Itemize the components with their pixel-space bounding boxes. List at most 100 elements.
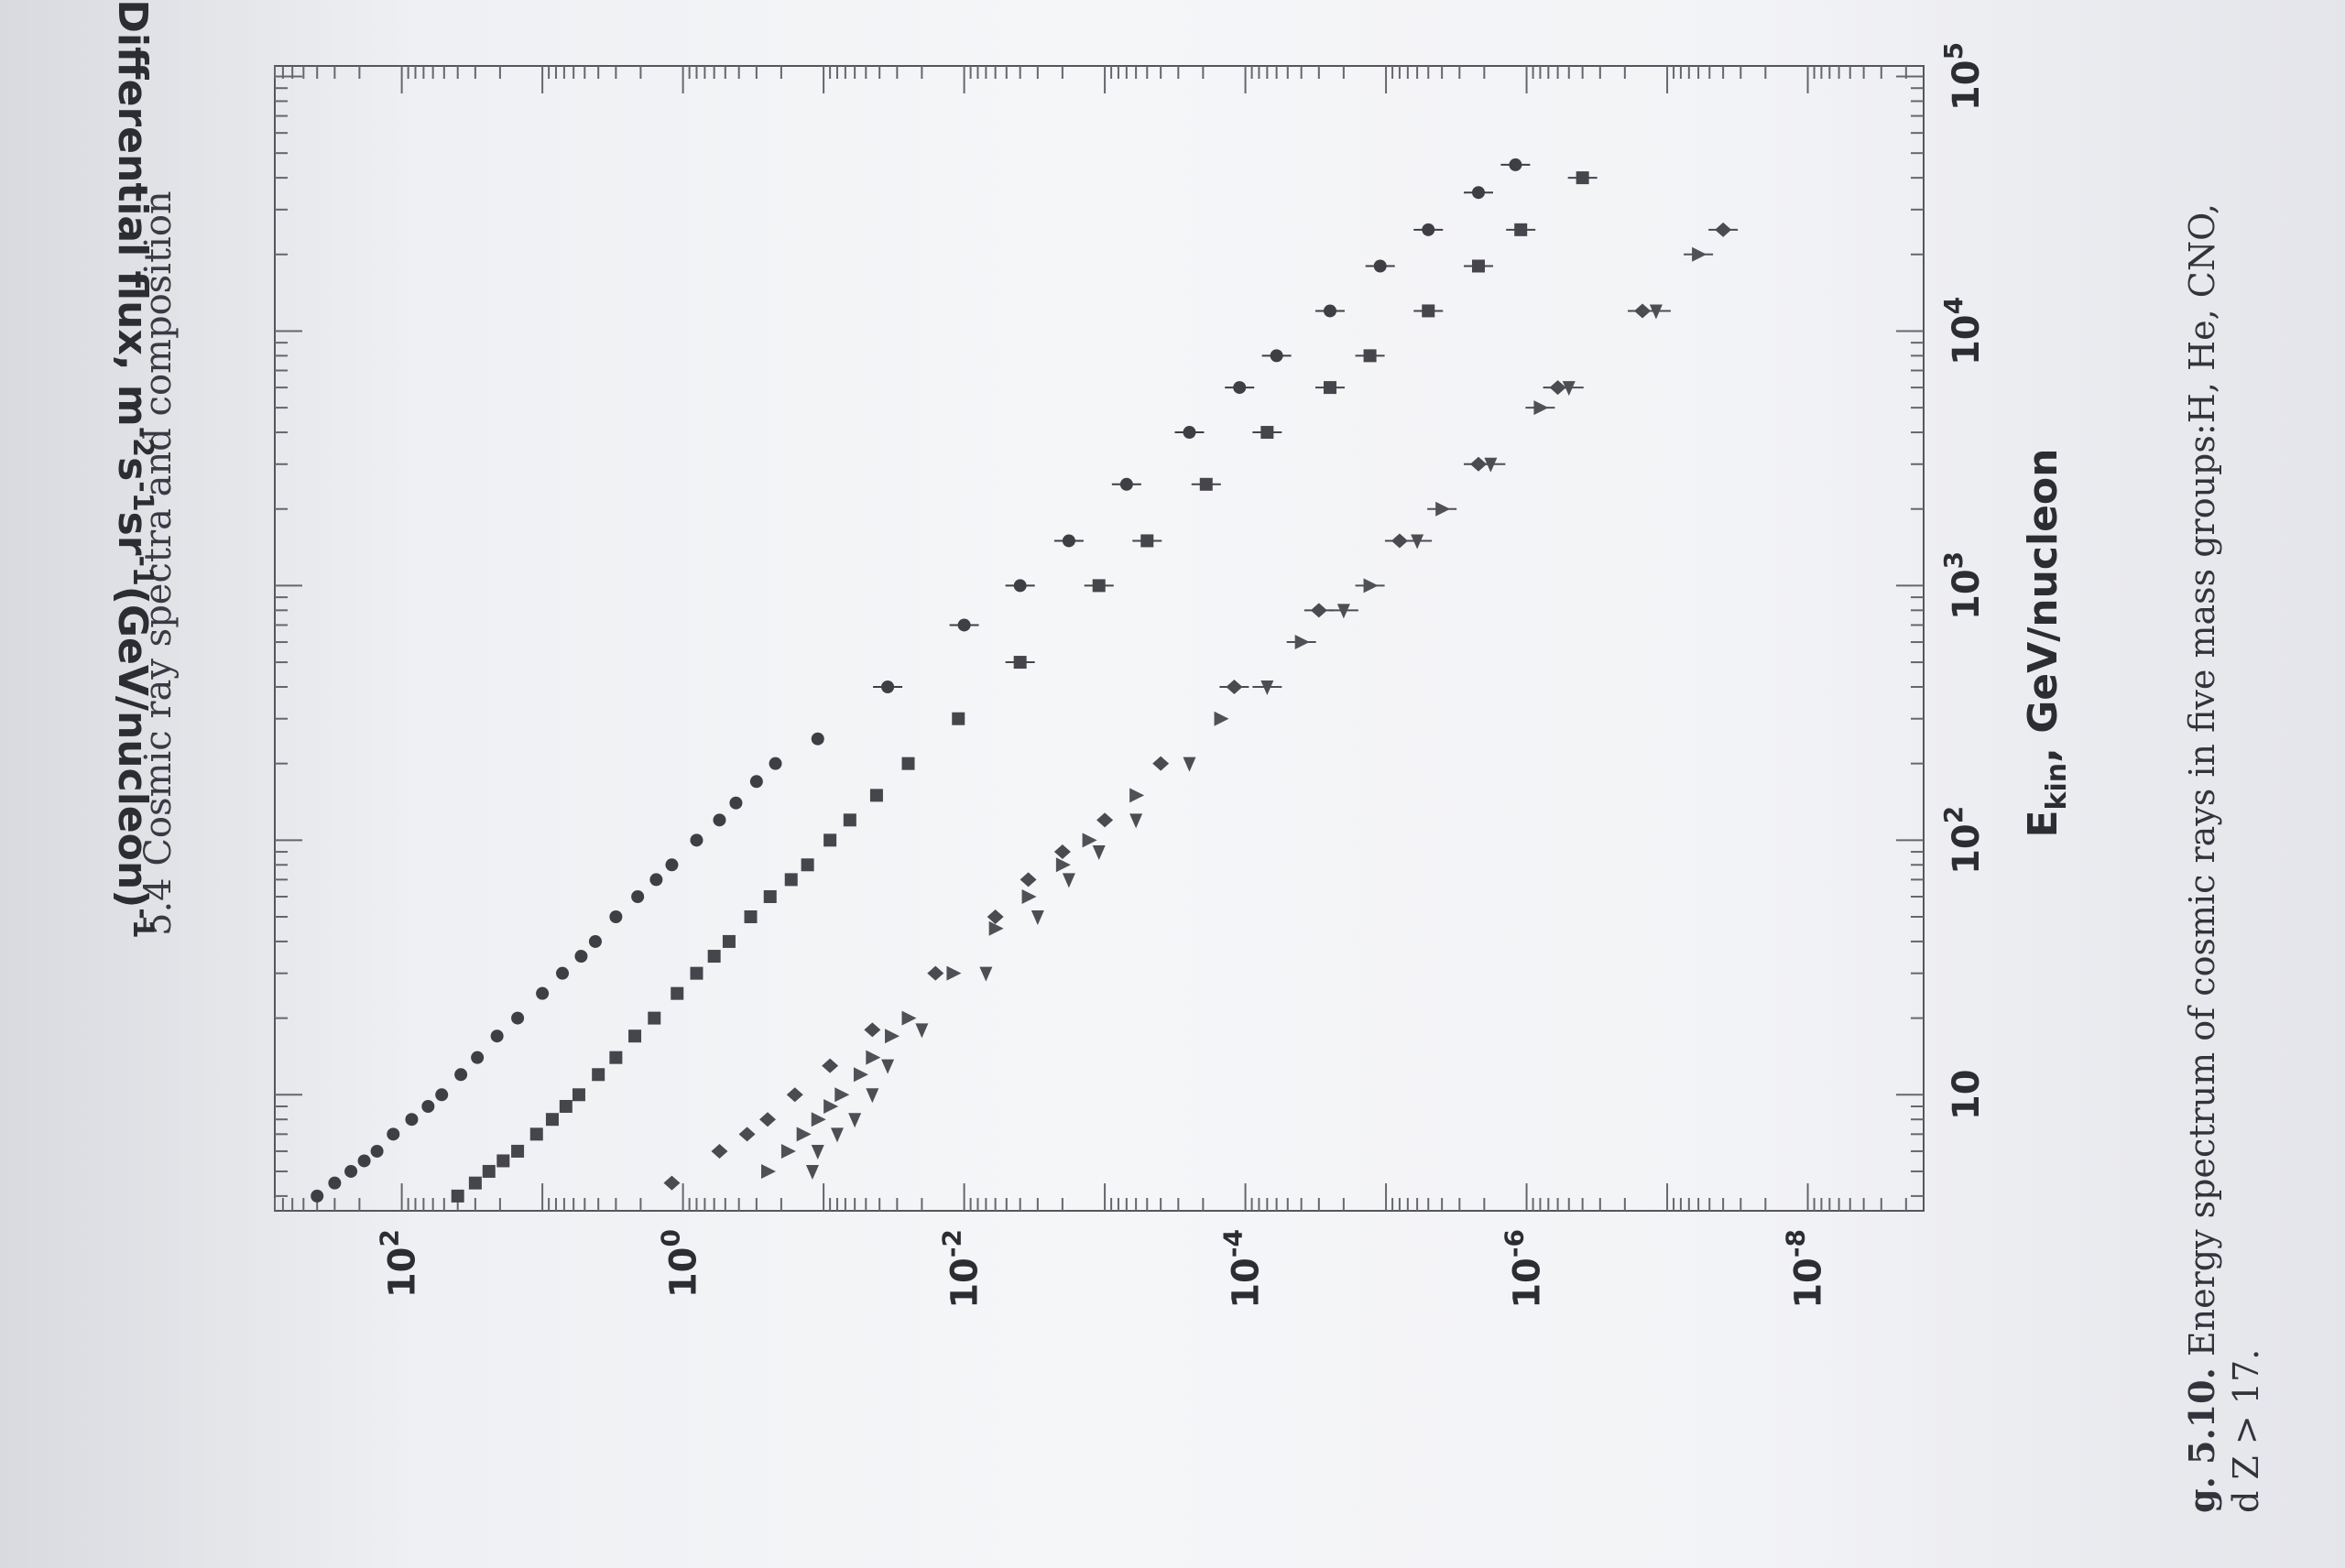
data-point bbox=[1391, 533, 1408, 549]
data-point bbox=[496, 1154, 510, 1168]
data-point bbox=[592, 1068, 605, 1082]
data-point bbox=[763, 889, 777, 903]
data-point bbox=[823, 833, 837, 847]
data-point bbox=[357, 1154, 371, 1168]
data-point bbox=[853, 1067, 868, 1083]
data-point bbox=[609, 910, 623, 924]
data-point bbox=[451, 1189, 464, 1203]
data-point bbox=[1152, 756, 1170, 771]
data-point bbox=[1422, 223, 1435, 236]
figure-caption: g. 5.10. Energy spectrum of cosmic rays … bbox=[2180, 11, 2268, 1513]
data-point bbox=[648, 1011, 661, 1025]
data-point bbox=[811, 1112, 826, 1127]
data-point bbox=[1055, 857, 1071, 873]
data-point bbox=[707, 950, 721, 964]
data-point bbox=[881, 1059, 895, 1074]
data-point bbox=[545, 1113, 559, 1127]
data-point bbox=[722, 934, 736, 948]
data-point bbox=[1294, 635, 1310, 650]
data-point bbox=[1471, 259, 1485, 273]
data-point bbox=[1336, 604, 1350, 619]
data-point bbox=[1533, 400, 1549, 416]
data-point bbox=[1310, 603, 1327, 618]
data-point bbox=[536, 986, 550, 1000]
data-point bbox=[901, 1010, 917, 1026]
data-point bbox=[1031, 910, 1044, 926]
data-point bbox=[1092, 845, 1106, 861]
data-point bbox=[1260, 426, 1274, 440]
data-point bbox=[649, 873, 663, 887]
data-point bbox=[1323, 381, 1336, 395]
data-point bbox=[759, 1112, 777, 1127]
data-point bbox=[468, 1176, 482, 1190]
data-point bbox=[811, 1144, 824, 1160]
data-point bbox=[1514, 223, 1528, 236]
series-circle bbox=[311, 158, 1531, 1203]
data-point bbox=[1062, 534, 1075, 548]
x-tick-label: 10 bbox=[1946, 1069, 1988, 1120]
x-tick-label: 102 bbox=[1938, 806, 1988, 875]
data-point bbox=[1013, 656, 1027, 670]
data-point bbox=[1692, 246, 1707, 262]
data-point bbox=[784, 873, 798, 887]
data-point bbox=[988, 920, 1004, 936]
data-point bbox=[1270, 349, 1283, 363]
data-point bbox=[1363, 578, 1379, 593]
y-tick-labels: 102 100 10-2 10-4 10-6 10-8 bbox=[375, 1229, 1830, 1309]
y-axis-label: Differential flux, m-2s-1sr-1(GeV/nucleo… bbox=[109, 0, 158, 939]
data-point bbox=[711, 1143, 728, 1159]
data-point bbox=[780, 1143, 796, 1159]
data-point bbox=[529, 1127, 543, 1141]
data-point bbox=[663, 1175, 681, 1191]
data-point bbox=[421, 1099, 435, 1113]
data-point bbox=[811, 732, 824, 746]
data-point bbox=[729, 796, 743, 810]
data-point bbox=[1509, 158, 1522, 171]
data-point bbox=[370, 1144, 384, 1158]
data-point bbox=[927, 965, 944, 981]
data-point bbox=[713, 813, 726, 827]
data-point bbox=[1471, 186, 1485, 200]
data-point bbox=[738, 1127, 756, 1142]
data-point bbox=[435, 1088, 449, 1102]
data-point bbox=[805, 1164, 819, 1180]
series-layer bbox=[311, 158, 1739, 1203]
data-point bbox=[1183, 426, 1196, 440]
data-point bbox=[1576, 171, 1589, 185]
data-point bbox=[671, 986, 684, 1000]
data-point bbox=[1323, 304, 1336, 318]
data-point bbox=[1140, 534, 1154, 548]
y-tick-label: 10-4 bbox=[1218, 1229, 1268, 1309]
data-point bbox=[1562, 381, 1576, 397]
data-point bbox=[609, 1051, 623, 1064]
data-point bbox=[1199, 477, 1213, 491]
data-point bbox=[957, 618, 971, 632]
series-triangle-left bbox=[805, 304, 1671, 1180]
data-point bbox=[869, 789, 883, 802]
data-point bbox=[559, 1099, 573, 1113]
data-point bbox=[454, 1068, 468, 1082]
plot-frame bbox=[274, 65, 1925, 1212]
data-point bbox=[1021, 888, 1037, 904]
y-tick-label: 100 bbox=[656, 1229, 705, 1298]
x-tick-label: 104 bbox=[1938, 297, 1988, 365]
data-point bbox=[1373, 259, 1387, 273]
data-point bbox=[848, 1113, 862, 1128]
data-point bbox=[631, 889, 645, 903]
data-point bbox=[822, 1058, 839, 1073]
data-point bbox=[843, 813, 856, 827]
y-tick-label: 10-8 bbox=[1781, 1229, 1830, 1309]
data-point bbox=[744, 910, 758, 924]
data-point bbox=[690, 833, 704, 847]
data-point bbox=[1233, 381, 1247, 395]
series-triangle-down bbox=[761, 246, 1714, 1179]
data-point bbox=[1013, 579, 1027, 593]
data-point bbox=[786, 1087, 803, 1103]
data-point bbox=[1119, 477, 1133, 491]
data-point bbox=[490, 1029, 504, 1043]
data-point bbox=[328, 1176, 342, 1190]
data-point bbox=[1214, 711, 1229, 726]
data-point bbox=[1129, 813, 1143, 829]
data-point bbox=[979, 966, 993, 982]
